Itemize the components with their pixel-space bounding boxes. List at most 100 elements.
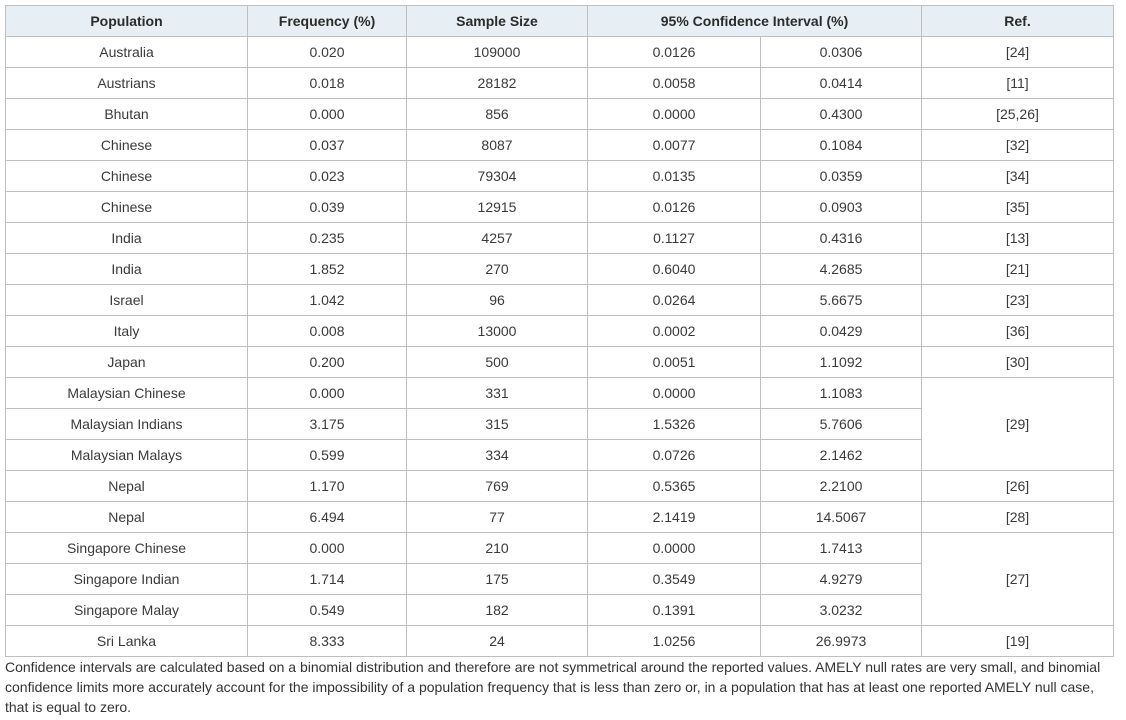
cell-ci-upper: 0.0903 xyxy=(760,191,922,223)
cell-ci-upper: 14.5067 xyxy=(760,501,922,533)
cell-ci-upper: 2.1462 xyxy=(760,439,922,471)
cell-frequency: 6.494 xyxy=(247,501,407,533)
table-row: Australia 0.020 109000 0.0126 0.0306 [24] xyxy=(5,36,1114,68)
table-row: Nepal 6.494 77 2.1419 14.5067 [28] xyxy=(5,501,1114,533)
cell-population: Chinese xyxy=(5,129,248,161)
cell-frequency: 1.170 xyxy=(247,470,407,502)
cell-ci-upper: 0.0359 xyxy=(760,160,922,192)
cell-ci-upper: 4.2685 xyxy=(760,253,922,285)
cell-population: Israel xyxy=(5,284,248,316)
header-sample-size: Sample Size xyxy=(406,5,588,37)
cell-frequency: 1.714 xyxy=(247,563,407,595)
header-confidence-interval: 95% Confidence Interval (%) xyxy=(587,5,922,37)
cell-ci-lower: 0.5365 xyxy=(587,470,761,502)
table-row: Nepal 1.170 769 0.5365 2.2100 [26] xyxy=(5,470,1114,502)
cell-ci-lower: 0.0264 xyxy=(587,284,761,316)
cell-ci-lower: 0.0058 xyxy=(587,67,761,99)
cell-ci-upper: 26.9973 xyxy=(760,625,922,657)
cell-frequency: 8.333 xyxy=(247,625,407,657)
cell-sample-size: 769 xyxy=(406,470,588,502)
cell-sample-size: 4257 xyxy=(406,222,588,254)
table-row: Malaysian Malays 0.599 334 0.0726 2.1462 xyxy=(5,439,1114,471)
table-row: Sri Lanka 8.333 24 1.0256 26.9973 [19] xyxy=(5,625,1114,657)
cell-sample-size: 175 xyxy=(406,563,588,595)
cell-ci-upper: 1.1083 xyxy=(760,377,922,409)
cell-population: India xyxy=(5,253,248,285)
cell-frequency: 0.200 xyxy=(247,346,407,378)
table-row: Singapore Indian 1.714 175 0.3549 4.9279 xyxy=(5,563,1114,595)
header-row: Population Frequency (%) Sample Size 95%… xyxy=(5,5,1114,37)
cell-population: Italy xyxy=(5,315,248,347)
cell-ref: [27] xyxy=(921,532,1114,626)
cell-sample-size: 77 xyxy=(406,501,588,533)
cell-ci-upper: 5.7606 xyxy=(760,408,922,440)
cell-population: Singapore Indian xyxy=(5,563,248,595)
cell-ci-upper: 3.0232 xyxy=(760,594,922,626)
cell-population: Chinese xyxy=(5,191,248,223)
cell-frequency: 0.000 xyxy=(247,377,407,409)
cell-ref: [35] xyxy=(921,191,1114,223)
cell-frequency: 1.042 xyxy=(247,284,407,316)
cell-ci-lower: 1.0256 xyxy=(587,625,761,657)
cell-population: Nepal xyxy=(5,501,248,533)
cell-sample-size: 24 xyxy=(406,625,588,657)
cell-population: Nepal xyxy=(5,470,248,502)
cell-sample-size: 334 xyxy=(406,439,588,471)
population-frequency-table: Population Frequency (%) Sample Size 95%… xyxy=(5,5,1114,657)
cell-frequency: 3.175 xyxy=(247,408,407,440)
table-body: Australia 0.020 109000 0.0126 0.0306 [24] Aust… xyxy=(5,36,1114,657)
cell-population: Malaysian Chinese xyxy=(5,377,248,409)
cell-ci-lower: 0.0000 xyxy=(587,532,761,564)
table-row: Italy 0.008 13000 0.0002 0.0429 [36] xyxy=(5,315,1114,347)
cell-ci-upper: 4.9279 xyxy=(760,563,922,595)
cell-ref: [19] xyxy=(921,625,1114,657)
header-ref: Ref. xyxy=(921,5,1114,37)
cell-population: Singapore Malay xyxy=(5,594,248,626)
table-row: Singapore Chinese 0.000 210 0.0000 1.7413 [27… xyxy=(5,532,1114,626)
cell-ci-upper: 1.1092 xyxy=(760,346,922,378)
table-row: Chinese 0.039 12915 0.0126 0.0903 [35] xyxy=(5,191,1114,223)
cell-ref: [25,26] xyxy=(921,98,1114,130)
header-frequency: Frequency (%) xyxy=(247,5,407,37)
cell-frequency: 0.000 xyxy=(247,98,407,130)
cell-ref: [36] xyxy=(921,315,1114,347)
cell-sample-size: 331 xyxy=(406,377,588,409)
cell-ci-lower: 0.0051 xyxy=(587,346,761,378)
header-population: Population xyxy=(5,5,248,37)
cell-ci-lower: 0.1127 xyxy=(587,222,761,254)
cell-frequency: 0.018 xyxy=(247,67,407,99)
cell-sample-size: 315 xyxy=(406,408,588,440)
cell-sample-size: 28182 xyxy=(406,67,588,99)
cell-ref: [21] xyxy=(921,253,1114,285)
table-row: India 0.235 4257 0.1127 0.4316 [13] xyxy=(5,222,1114,254)
table-row: Chinese 0.023 79304 0.0135 0.0359 [34] xyxy=(5,160,1114,192)
cell-sample-size: 270 xyxy=(406,253,588,285)
cell-population: Austrians xyxy=(5,67,248,99)
cell-ref: [30] xyxy=(921,346,1114,378)
cell-frequency: 0.599 xyxy=(247,439,407,471)
cell-ci-lower: 0.0126 xyxy=(587,36,761,68)
table-row: Malaysian Chinese 0.000 331 0.0000 1.1083 [29… xyxy=(5,377,1114,471)
cell-ci-upper: 0.4300 xyxy=(760,98,922,130)
table-row: Austrians 0.018 28182 0.0058 0.0414 [11] xyxy=(5,67,1114,99)
cell-ci-lower: 0.0000 xyxy=(587,377,761,409)
cell-frequency: 0.549 xyxy=(247,594,407,626)
cell-sample-size: 79304 xyxy=(406,160,588,192)
cell-ref: [24] xyxy=(921,36,1114,68)
cell-ci-lower: 0.0135 xyxy=(587,160,761,192)
cell-sample-size: 8087 xyxy=(406,129,588,161)
cell-ci-upper: 1.7413 xyxy=(760,532,922,564)
table-header: Population Frequency (%) Sample Size 95%… xyxy=(5,5,1114,37)
cell-population: Malaysian Malays xyxy=(5,439,248,471)
cell-sample-size: 210 xyxy=(406,532,588,564)
cell-ci-lower: 0.0726 xyxy=(587,439,761,471)
table-row: Bhutan 0.000 856 0.0000 0.4300 [25,26] xyxy=(5,98,1114,130)
cell-ref: [28] xyxy=(921,501,1114,533)
cell-ci-lower: 0.1391 xyxy=(587,594,761,626)
cell-ci-upper: 0.0414 xyxy=(760,67,922,99)
table-row: Singapore Malay 0.549 182 0.1391 3.0232 xyxy=(5,594,1114,626)
cell-sample-size: 500 xyxy=(406,346,588,378)
table-row: Japan 0.200 500 0.0051 1.1092 [30] xyxy=(5,346,1114,378)
cell-population: Chinese xyxy=(5,160,248,192)
cell-population: Australia xyxy=(5,36,248,68)
